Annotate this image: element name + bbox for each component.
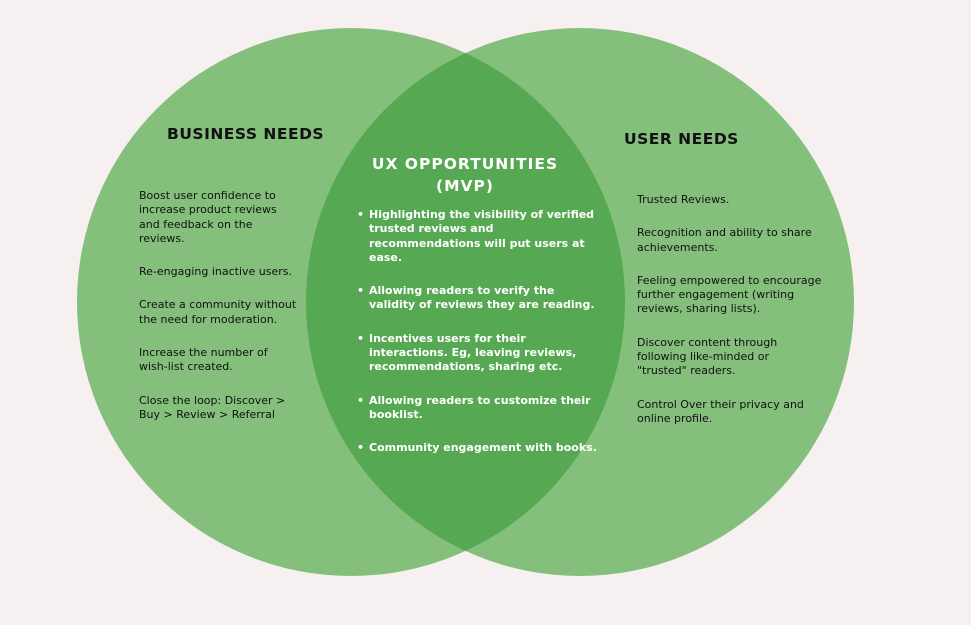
list-item: Community engagement with books. xyxy=(357,441,597,456)
ux-title-line2: (MVP) xyxy=(436,177,494,195)
ux-title-line1: UX OPPORTUNITIES xyxy=(371,155,559,173)
ux-opportunities-list: Highlighting the visibility of verified … xyxy=(357,208,597,475)
list-item: Highlighting the visibility of verified … xyxy=(357,208,597,265)
list-item: Control Over their privacy and online pr… xyxy=(637,397,804,425)
user-needs-title: USER NEEDS xyxy=(624,130,739,148)
list-item: Feeling empowered to encourage further e… xyxy=(637,273,822,316)
user-needs-list: Trusted Reviews. Recognition and ability… xyxy=(637,193,822,445)
list-item: Trusted Reviews. xyxy=(637,193,730,206)
list-item: Create a community without the need for … xyxy=(139,298,297,326)
list-item: Allowing readers to verify the validity … xyxy=(357,284,597,313)
list-item: Re-engaging inactive users. xyxy=(139,265,293,279)
list-item: Close the loop: Discover > Buy > Review … xyxy=(139,393,286,421)
list-item: Allowing readers to customize their book… xyxy=(357,394,597,423)
list-item: Discover content through following like-… xyxy=(637,335,778,378)
ux-opportunities-title: UX OPPORTUNITIES (MVP) xyxy=(357,153,573,197)
list-item: Incentives users for their interactions.… xyxy=(357,332,597,375)
list-item: Boost user confidence to increase produc… xyxy=(139,189,277,245)
list-item: Increase the number of wish-list created… xyxy=(139,346,268,374)
business-needs-title: BUSINESS NEEDS xyxy=(167,125,325,143)
business-needs-list: Boost user confidence to increase produc… xyxy=(139,189,299,441)
list-item: Recognition and ability to share achieve… xyxy=(637,226,812,254)
